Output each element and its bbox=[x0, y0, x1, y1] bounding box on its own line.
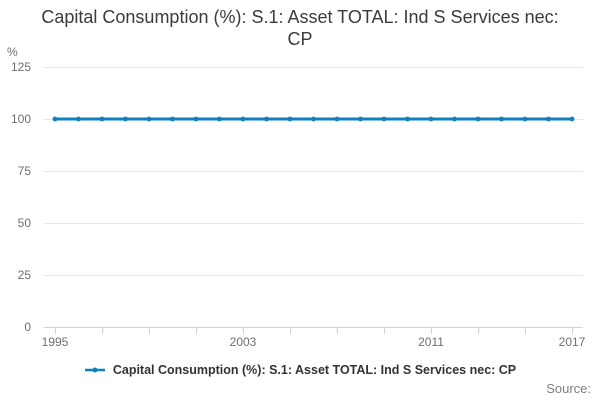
data-point-marker bbox=[499, 116, 504, 122]
data-point-marker bbox=[405, 116, 410, 122]
data-point-marker bbox=[193, 116, 199, 122]
data-point-marker bbox=[381, 116, 387, 122]
data-point-marker bbox=[334, 116, 340, 122]
data-point-marker bbox=[287, 116, 293, 122]
data-point-marker bbox=[240, 116, 246, 122]
data-point-marker bbox=[146, 116, 152, 122]
y-tick-label: 75 bbox=[18, 164, 32, 178]
data-point-marker bbox=[170, 116, 175, 122]
data-point-marker bbox=[264, 116, 269, 122]
y-tick-label: 100 bbox=[11, 112, 31, 126]
x-tick-label: 1995 bbox=[42, 335, 69, 349]
data-point-marker bbox=[475, 116, 481, 122]
legend-dot bbox=[92, 367, 98, 373]
y-tick-label: 25 bbox=[18, 268, 32, 282]
x-tick-label: 2003 bbox=[230, 335, 257, 349]
legend-line-marker-icon bbox=[84, 365, 106, 375]
y-tick-label: 50 bbox=[18, 216, 32, 230]
data-point-marker bbox=[52, 116, 58, 122]
data-point-marker bbox=[217, 116, 222, 122]
legend-swatch-svg bbox=[84, 367, 105, 373]
data-point-marker bbox=[522, 116, 528, 122]
y-tick-label: 125 bbox=[11, 60, 31, 74]
legend[interactable]: Capital Consumption (%): S.1: Asset TOTA… bbox=[0, 361, 600, 379]
data-point-marker bbox=[569, 116, 575, 122]
y-axis-unit-label: % bbox=[7, 45, 18, 59]
y-tick-label: 0 bbox=[24, 320, 31, 334]
series-capital-consumption[interactable] bbox=[52, 116, 575, 122]
x-tick-label: 2017 bbox=[559, 335, 586, 349]
legend-label: Capital Consumption (%): S.1: Asset TOTA… bbox=[112, 363, 517, 377]
data-point-marker bbox=[123, 116, 128, 122]
x-tick-label: 2011 bbox=[418, 335, 444, 349]
data-point-marker bbox=[99, 116, 105, 122]
data-point-marker bbox=[546, 116, 551, 122]
chart-title: Capital Consumption (%): S.1: Asset TOTA… bbox=[41, 7, 559, 50]
data-point-marker bbox=[311, 116, 316, 122]
data-point-marker bbox=[358, 116, 363, 122]
data-point-marker bbox=[76, 116, 81, 122]
data-point-marker bbox=[428, 116, 434, 122]
data-point-marker bbox=[452, 116, 457, 122]
source-label: Source: bbox=[546, 381, 591, 396]
